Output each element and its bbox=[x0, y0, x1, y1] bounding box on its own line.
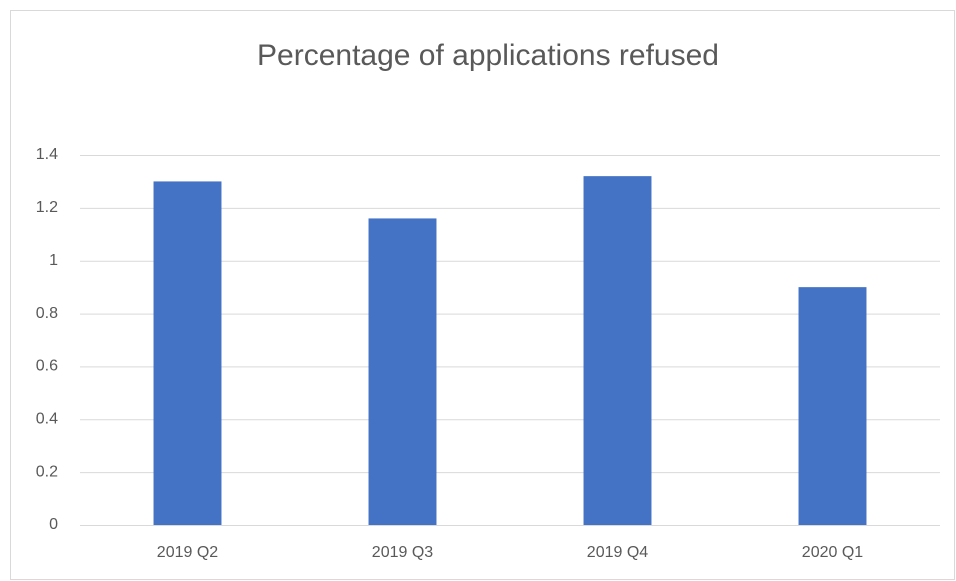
x-tick-label: 2019 Q2 bbox=[157, 544, 218, 561]
bar bbox=[798, 287, 867, 525]
x-tick-label: 2020 Q1 bbox=[802, 544, 863, 561]
y-tick-label: 1.4 bbox=[36, 146, 58, 163]
chart-title: Percentage of applications refused bbox=[257, 39, 719, 72]
y-tick-label: 0.8 bbox=[36, 305, 58, 322]
y-tick-label: 1 bbox=[49, 252, 58, 269]
bar bbox=[368, 218, 437, 525]
y-tick-label: 0.6 bbox=[36, 358, 58, 375]
y-tick-label: 1.2 bbox=[36, 199, 58, 216]
y-tick-label: 0.2 bbox=[36, 463, 58, 480]
bar bbox=[153, 181, 222, 525]
y-tick-label: 0.4 bbox=[36, 411, 58, 428]
x-tick-label: 2019 Q3 bbox=[372, 544, 433, 561]
bar bbox=[583, 176, 652, 525]
x-tick-label: 2019 Q4 bbox=[587, 544, 648, 561]
y-tick-label: 0 bbox=[49, 516, 58, 533]
